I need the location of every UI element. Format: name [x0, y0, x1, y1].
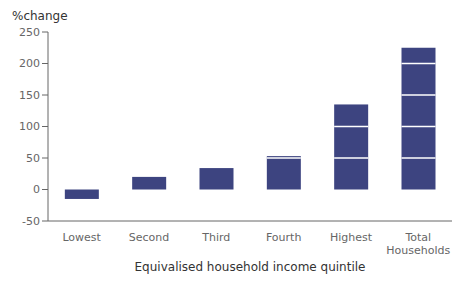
svg-text:50: 50 — [26, 152, 40, 165]
svg-text:TotalHouseholds: TotalHouseholds — [386, 231, 450, 257]
svg-text:Second: Second — [129, 231, 169, 244]
svg-text:Lowest: Lowest — [62, 231, 101, 244]
svg-text:0: 0 — [33, 183, 40, 196]
html-text:%change: %change — [12, 9, 68, 23]
svg-text:Highest: Highest — [330, 231, 373, 244]
svg-text:Fourth: Fourth — [266, 231, 301, 244]
svg-text:100: 100 — [19, 120, 40, 133]
svg-text:250: 250 — [19, 26, 40, 39]
svg-text:Equivalised household income q: Equivalised household income quintile — [135, 260, 366, 274]
svg-text:Third: Third — [201, 231, 230, 244]
svg-text:-50: -50 — [22, 215, 40, 228]
svg-text:200: 200 — [19, 57, 40, 70]
svg-text:150: 150 — [19, 89, 40, 102]
